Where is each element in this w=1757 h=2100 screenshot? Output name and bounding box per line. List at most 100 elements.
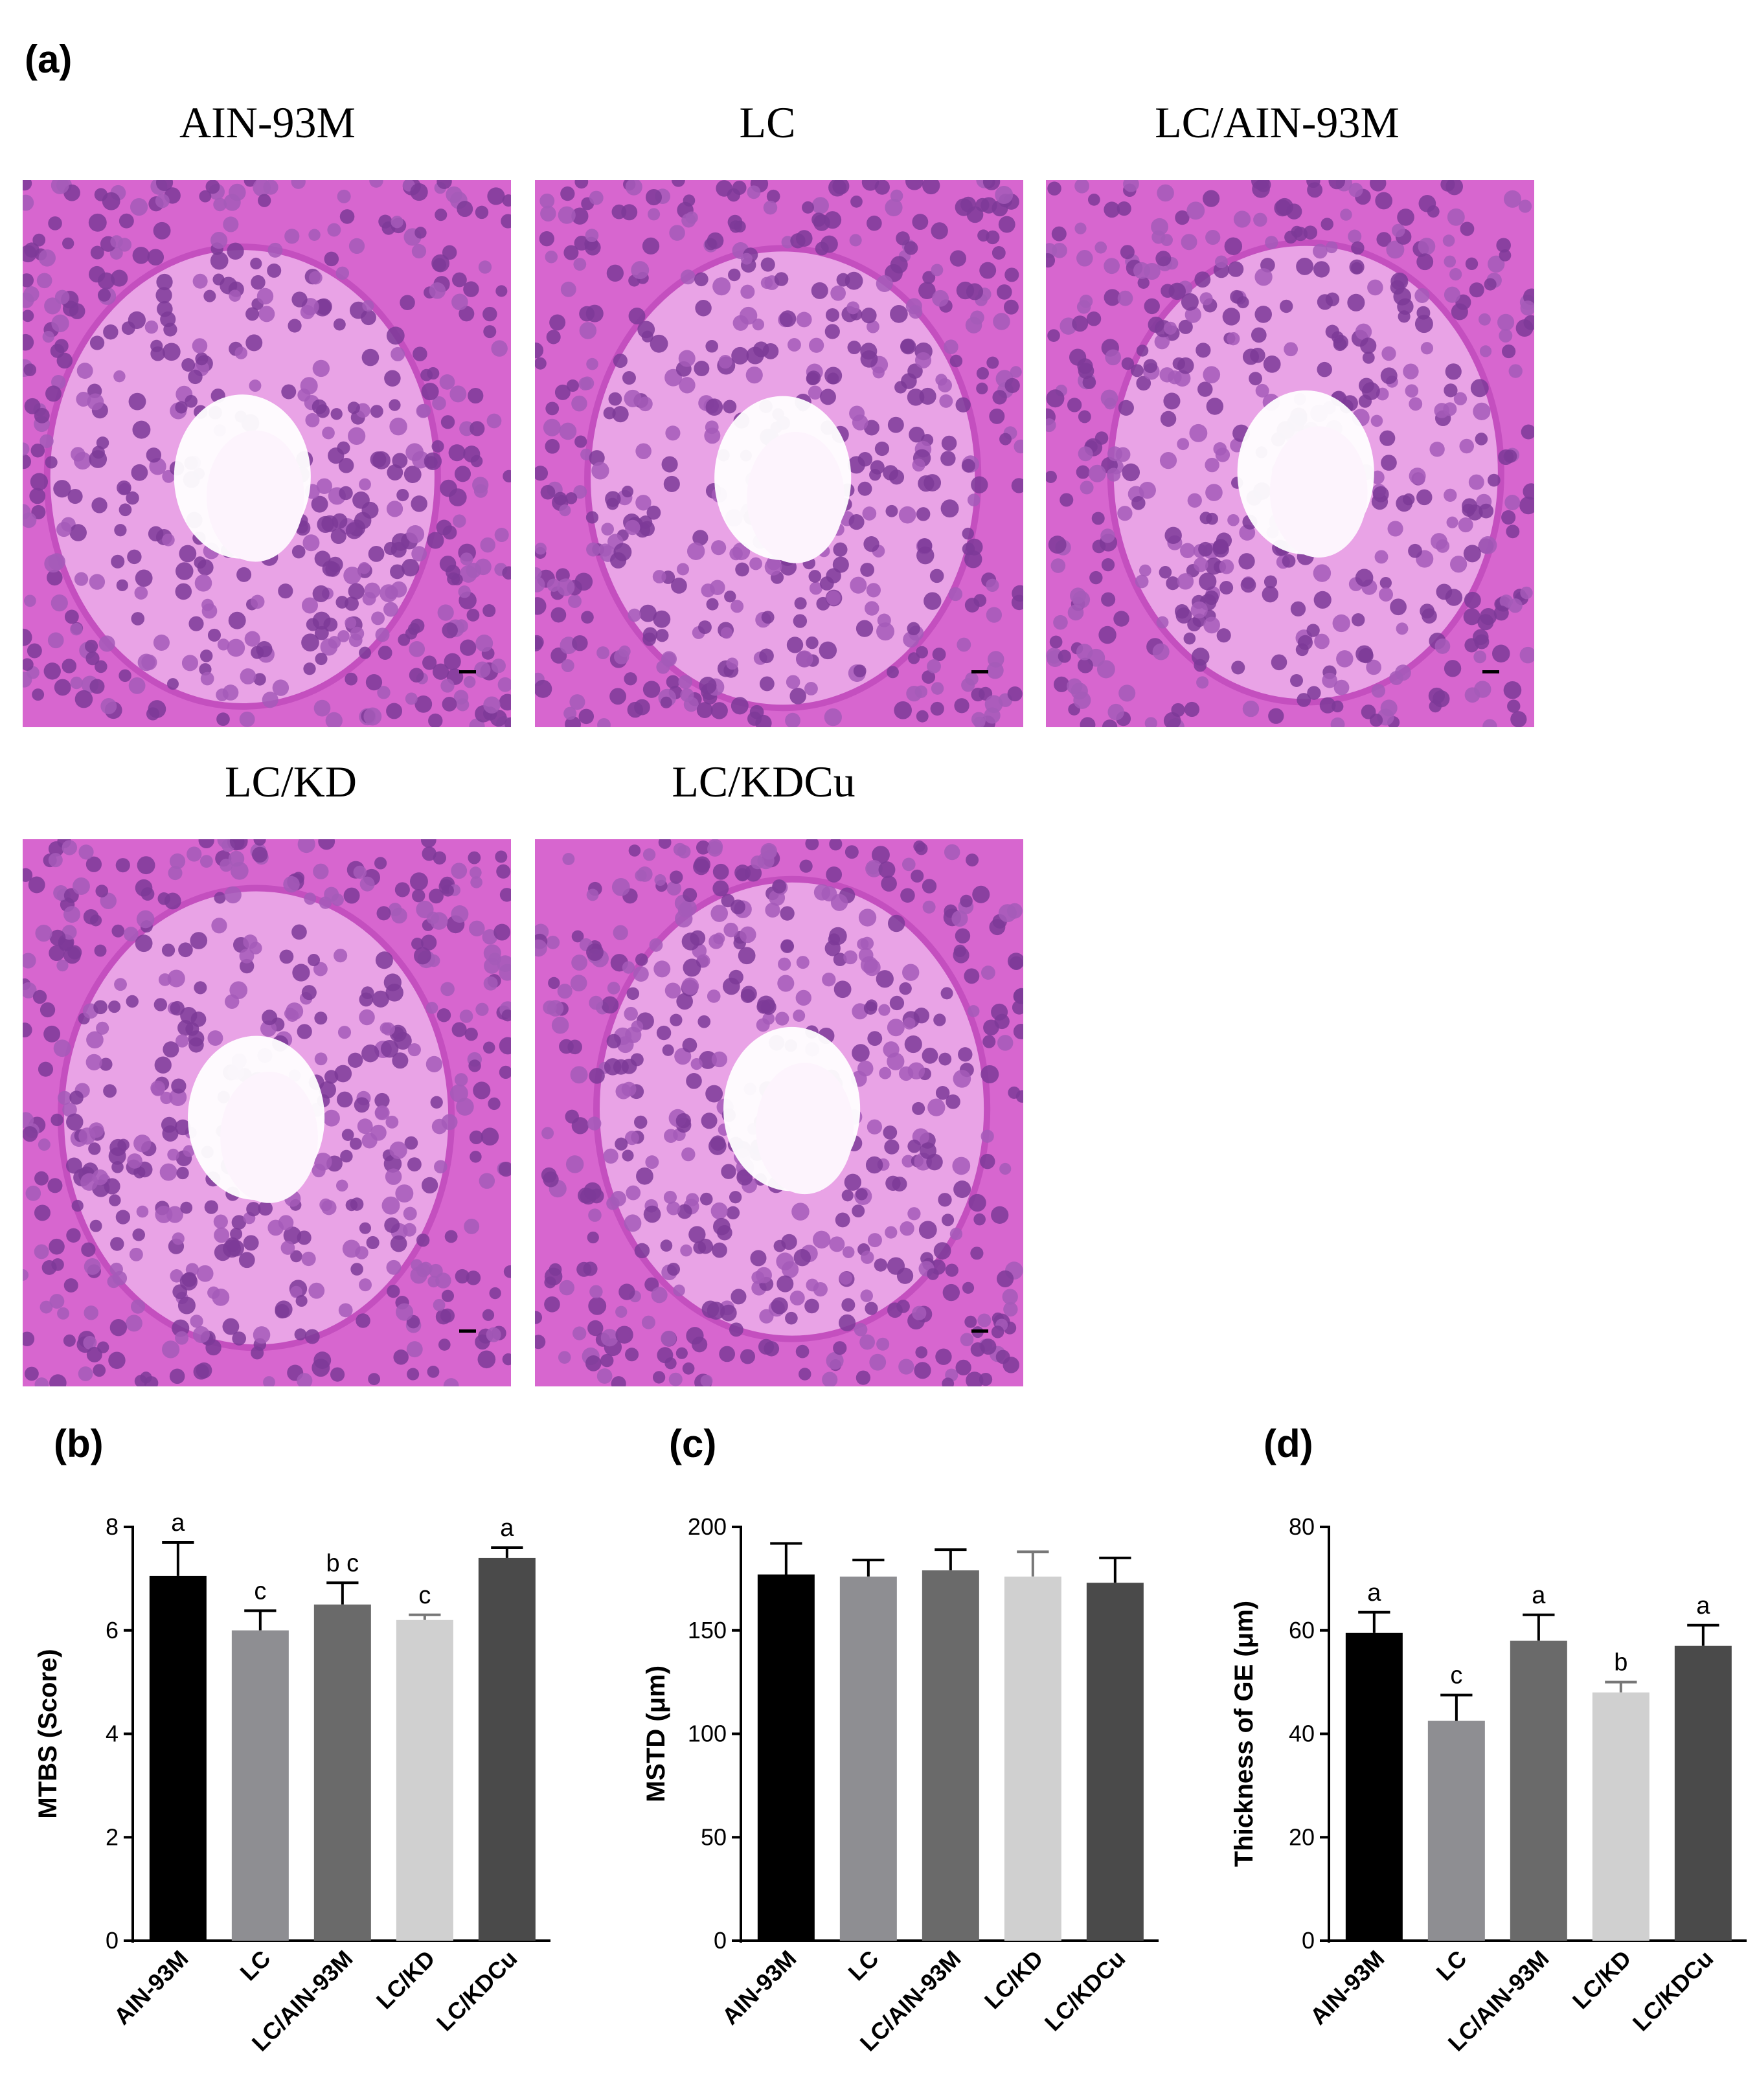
cell	[596, 646, 610, 659]
cell	[738, 947, 756, 965]
cell	[535, 357, 547, 370]
cell	[681, 1147, 696, 1162]
cell	[194, 574, 212, 592]
cell	[297, 1373, 313, 1386]
cell	[989, 408, 1005, 424]
cell	[854, 1322, 868, 1337]
cell	[486, 413, 502, 429]
cell	[194, 556, 207, 569]
cell	[95, 885, 109, 898]
cell	[468, 851, 481, 864]
cell	[661, 1330, 677, 1347]
cell	[1251, 327, 1267, 343]
cell	[710, 1202, 728, 1220]
histology-content	[535, 180, 1023, 727]
cell	[69, 1090, 84, 1105]
cell	[319, 1198, 332, 1212]
cell	[842, 1246, 855, 1258]
cell	[885, 198, 903, 217]
cell	[190, 932, 208, 949]
cell	[229, 981, 248, 1000]
cell	[867, 215, 882, 231]
cell	[901, 1155, 915, 1168]
cell	[976, 367, 990, 380]
cell	[330, 1367, 345, 1382]
cell	[912, 1101, 925, 1115]
cell	[874, 1258, 888, 1272]
cell	[1120, 245, 1135, 260]
cell	[829, 839, 843, 851]
cell	[1092, 539, 1106, 554]
cell	[85, 651, 100, 666]
cell	[759, 676, 775, 692]
cell	[47, 632, 64, 649]
cell	[114, 978, 127, 991]
cell	[869, 1353, 887, 1371]
cell	[609, 688, 626, 705]
cell	[584, 239, 601, 256]
cell	[374, 1105, 390, 1121]
cell	[314, 1011, 328, 1025]
cell	[312, 359, 330, 378]
cell	[588, 1208, 602, 1222]
cell	[321, 515, 339, 532]
cell	[889, 995, 905, 1011]
cell	[581, 611, 594, 624]
cell	[69, 524, 87, 541]
cell	[637, 866, 653, 882]
cell	[328, 636, 341, 649]
cell	[723, 922, 738, 938]
cell	[132, 247, 150, 264]
cell	[343, 887, 360, 904]
cell	[1332, 331, 1344, 344]
cell	[563, 245, 579, 260]
cell	[887, 1019, 905, 1037]
cell	[136, 910, 155, 929]
cell	[829, 1236, 845, 1252]
cell	[1520, 300, 1534, 316]
cell	[844, 845, 859, 859]
cell	[535, 466, 549, 481]
cell	[137, 856, 155, 875]
cell	[1268, 708, 1284, 724]
cell	[211, 918, 227, 934]
cell	[999, 433, 1012, 446]
cell	[826, 1351, 844, 1370]
cell	[1444, 660, 1462, 677]
cell	[724, 590, 736, 603]
cell	[1139, 564, 1151, 577]
cell	[833, 980, 852, 999]
cell	[322, 426, 335, 440]
cell	[162, 534, 175, 547]
scale-bar	[971, 1329, 988, 1333]
cell	[172, 1232, 185, 1245]
cell	[739, 306, 758, 325]
cell	[443, 1378, 459, 1386]
cell	[1175, 607, 1192, 624]
cell	[991, 1003, 1008, 1021]
cell	[916, 546, 935, 565]
cell	[396, 488, 409, 502]
cell	[856, 620, 874, 637]
cell	[49, 929, 66, 946]
cell	[690, 1058, 703, 1070]
cell	[236, 567, 252, 582]
cell	[1098, 626, 1117, 644]
cell	[214, 1227, 230, 1243]
cell	[1349, 259, 1365, 275]
cell	[565, 492, 578, 504]
cell	[686, 542, 705, 560]
bar	[478, 1557, 536, 1941]
cell	[909, 426, 925, 443]
cell	[696, 702, 713, 718]
cell	[776, 1275, 794, 1293]
significance-letter: a	[500, 1515, 514, 1542]
cell	[1409, 397, 1423, 411]
cell	[188, 369, 203, 385]
cell	[99, 1057, 113, 1071]
cell	[611, 877, 630, 896]
cell	[898, 1359, 914, 1375]
cell	[253, 1326, 271, 1344]
cell	[643, 1205, 661, 1223]
cell	[263, 1376, 275, 1386]
